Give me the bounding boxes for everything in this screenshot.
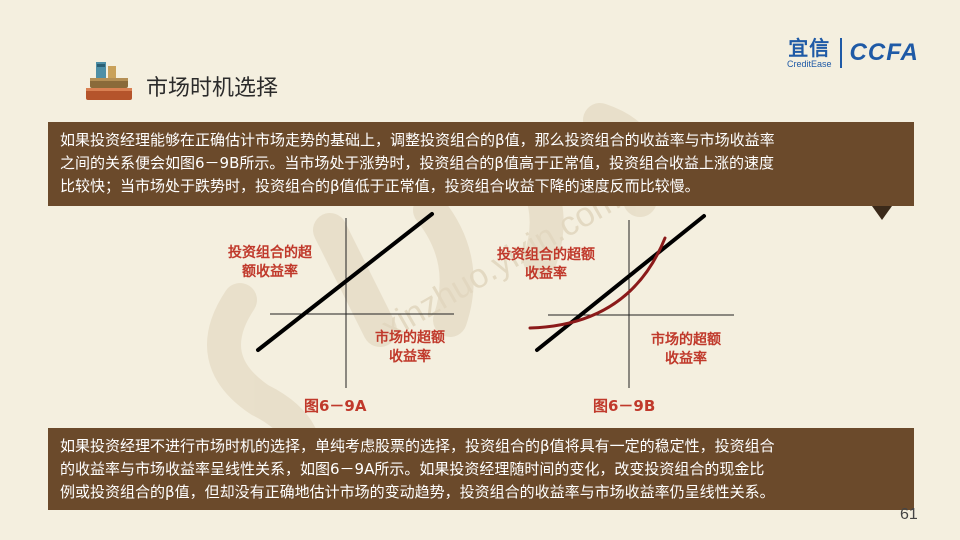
chart-b-y-label-line-1: 投资组合的超额 <box>497 247 595 263</box>
intro-line-3: 比较快；当市场处于跌势时，投资组合的β值低于正常值，投资组合收益下降的速度反而比… <box>60 177 700 195</box>
ccfa-logo: CCFA <box>849 39 919 66</box>
chart-a-y-label: 投资组合的超 额收益率 <box>218 244 322 282</box>
conclusion-line-2: 的收益率与市场收益率呈线性关系，如图6－9A所示。如果投资经理随时间的变化，改变… <box>60 460 765 478</box>
page-number: 61 <box>900 506 918 523</box>
chart-b-y-label-line-2: 收益率 <box>525 266 567 282</box>
logo-en-text: CreditEase <box>787 58 832 69</box>
conclusion-line-1: 如果投资经理不进行市场时机的选择，单纯考虑股票的选择，投资组合的β值将具有一定的… <box>60 437 775 455</box>
conclusion-line-3: 例或投资组合的β值，但却没有正确地估计市场的变动趋势，投资组合的收益率与市场收益… <box>60 483 775 501</box>
logo-cn-text: 宜信 <box>788 35 831 60</box>
chart-a-x-label-line-2: 收益率 <box>389 349 431 365</box>
chart-b-caption: 图6－9B <box>593 397 656 415</box>
chart-b-y-label: 投资组合的超额 收益率 <box>486 246 606 284</box>
creditease-logo: 宜信 CreditEase <box>787 37 832 70</box>
chart-a-y-label-line-2: 额收益率 <box>242 264 298 280</box>
books-icon <box>86 62 132 100</box>
chart-a-line <box>256 212 434 352</box>
chart-b-x-label-line-2: 收益率 <box>665 351 707 367</box>
chart-b-line <box>535 214 706 352</box>
chart-b-x-label: 市场的超额 收益率 <box>638 331 734 369</box>
callout-pointer <box>872 206 892 220</box>
intro-line-1: 如果投资经理能够在正确估计市场走势的基础上，调整投资组合的β值，那么投资组合的收… <box>60 131 775 149</box>
intro-line-2: 之间的关系便会如图6－9B所示。当市场处于涨势时，投资组合的β值高于正常值，投资… <box>60 154 774 172</box>
chart-a-axes <box>270 218 454 388</box>
brand-logo: 宜信 CreditEase CCFA <box>787 32 919 74</box>
chart-a-x-label: 市场的超额 收益率 <box>362 329 458 367</box>
logo-divider <box>839 38 842 68</box>
conclusion-text-box: 如果投资经理不进行市场时机的选择，单纯考虑股票的选择，投资组合的β值将具有一定的… <box>48 428 914 510</box>
chart-a-caption: 图6－9A <box>304 397 367 415</box>
page-title: 市场时机选择 <box>146 76 279 101</box>
chart-b-curve <box>528 236 667 330</box>
chart-a-x-label-line-1: 市场的超额 <box>375 330 445 346</box>
chart-a-y-label-line-1: 投资组合的超 <box>228 245 312 261</box>
intro-text-box: 如果投资经理能够在正确估计市场走势的基础上，调整投资组合的β值，那么投资组合的收… <box>48 122 914 206</box>
chart-b-x-label-line-1: 市场的超额 <box>651 332 721 348</box>
